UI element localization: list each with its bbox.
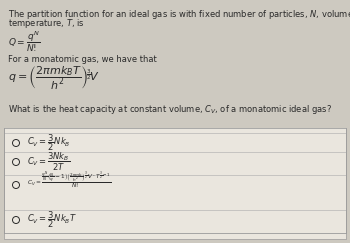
Text: $C_V = \dfrac{3}{2}Nk_B$: $C_V = \dfrac{3}{2}Nk_B$ <box>27 133 71 153</box>
Text: $q = \left(\dfrac{2\pi mk_BT}{h^2}\right)^{\!\frac{3}{2}}\!V$: $q = \left(\dfrac{2\pi mk_BT}{h^2}\right… <box>8 65 99 92</box>
Text: $C_V = \dfrac{3Nk_B}{2T}$: $C_V = \dfrac{3Nk_B}{2T}$ <box>27 151 70 173</box>
Text: $Q = \dfrac{q^N}{N!}$: $Q = \dfrac{q^N}{N!}$ <box>8 30 40 54</box>
Text: $C_V = \dfrac{3}{2}Nk_BT$: $C_V = \dfrac{3}{2}Nk_BT$ <box>27 210 77 230</box>
Text: The partition function for an ideal gas is with fixed number of particles, $N$, : The partition function for an ideal gas … <box>8 8 350 21</box>
Text: $C_V = \dfrac{\frac{q^N}{N}\left(\frac{N}{q}-1\right)\left(\frac{2\pi mk}{h^2}\r: $C_V = \dfrac{\frac{q^N}{N}\left(\frac{N… <box>27 169 111 191</box>
FancyBboxPatch shape <box>4 128 346 239</box>
Text: What is the heat capacity at constant volume, $C_V$, of a monatomic ideal gas?: What is the heat capacity at constant vo… <box>8 103 332 116</box>
Text: temperature, $T$, is: temperature, $T$, is <box>8 17 85 30</box>
Text: For a monatomic gas, we have that: For a monatomic gas, we have that <box>8 55 157 64</box>
